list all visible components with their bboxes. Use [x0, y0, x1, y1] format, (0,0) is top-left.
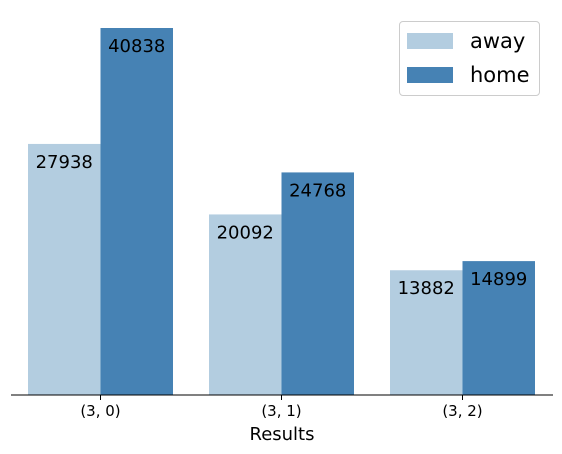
bar-away-2 — [390, 270, 463, 395]
data-label-home-0: 40838 — [108, 36, 165, 57]
bar-away-0 — [28, 143, 101, 395]
bar-home-1 — [281, 172, 354, 395]
x-ticks-layer: (3, 0) (3, 1) (3, 2) — [80, 395, 483, 420]
data-label-away-2: 13882 — [398, 278, 455, 299]
data-label-away-1: 20092 — [217, 222, 274, 243]
data-label-home-2: 14899 — [470, 269, 527, 290]
x-axis-label: Results — [250, 424, 315, 445]
bars-layer — [28, 28, 535, 395]
data-label-home-1: 24768 — [289, 180, 346, 201]
legend-item-away: away — [407, 29, 525, 53]
data-labels-layer: 27938 40838 20092 24768 13882 14899 — [36, 36, 528, 299]
legend-swatch-away — [407, 33, 453, 49]
legend-swatch-home — [407, 67, 453, 83]
x-tick-label-0: (3, 0) — [80, 402, 120, 420]
legend: away home — [399, 21, 540, 96]
legend-label-away: away — [470, 29, 526, 53]
bar-home-0 — [100, 28, 173, 395]
bar-home-2 — [462, 261, 535, 395]
legend-item-home: home — [407, 63, 530, 87]
x-tick-label-2: (3, 2) — [442, 402, 482, 420]
legend-label-home: home — [470, 63, 530, 87]
bar-away-1 — [209, 214, 282, 395]
data-label-away-0: 27938 — [36, 152, 93, 173]
x-tick-label-1: (3, 1) — [261, 402, 301, 420]
